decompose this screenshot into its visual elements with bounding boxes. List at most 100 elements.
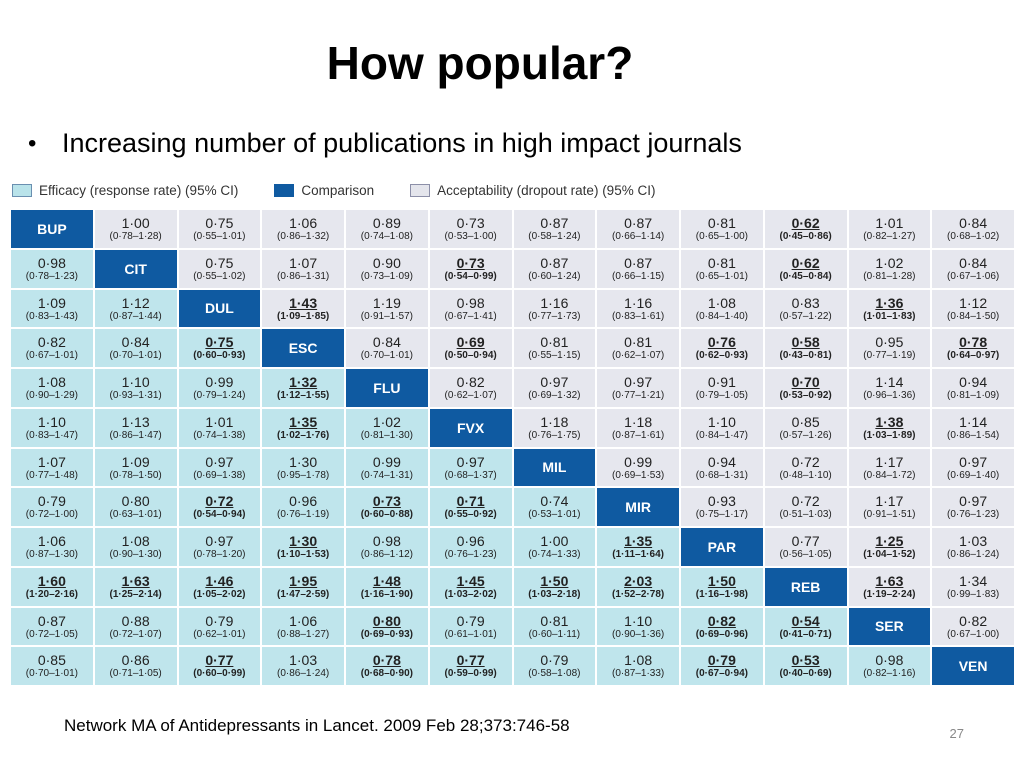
acceptability-cell: 0·81 (0·55–1·15)	[513, 329, 596, 367]
ratio-value: 1·48	[372, 572, 401, 589]
efficacy-cell: 1·08 (0·90–1·30)	[94, 528, 177, 566]
confidence-interval: (0·58–1·08)	[528, 668, 581, 680]
efficacy-cell: 0·86 (0·71–1·05)	[94, 647, 177, 685]
ratio-value: 1·30	[289, 533, 318, 550]
efficacy-cell: 0·79 (0·58–1·08)	[513, 647, 596, 685]
confidence-interval: (1·52–2·78)	[611, 588, 665, 600]
ratio-value: 1·06	[289, 612, 318, 629]
efficacy-cell: 1·10 (0·90–1·36)	[597, 607, 679, 646]
ratio-value: 0·72	[791, 493, 820, 510]
ratio-value: 0·85	[791, 413, 820, 430]
confidence-interval: (0·79–1·24)	[193, 390, 246, 402]
confidence-interval: (0·84–1·40)	[695, 310, 748, 322]
confidence-interval: (0·43–0·81)	[779, 350, 832, 362]
confidence-interval: (0·45–0·86)	[779, 231, 832, 243]
acceptability-cell: 0·73 (0·53–1·00)	[429, 210, 512, 248]
confidence-interval: (0·53–1·01)	[528, 509, 581, 521]
ratio-value: 0·88	[121, 612, 150, 629]
ratio-value: 1·09	[121, 453, 150, 470]
confidence-interval: (1·12–1·55)	[276, 390, 330, 402]
ratio-value: 0·97	[624, 374, 653, 391]
confidence-interval: (1·16–1·90)	[360, 588, 413, 600]
ratio-value: 1·18	[624, 413, 653, 430]
confidence-interval: (1·03–2·02)	[444, 588, 497, 600]
confidence-interval: (0·68–0·90)	[360, 668, 413, 680]
ratio-value: 0·75	[205, 254, 234, 271]
confidence-interval: (0·78–1·23)	[25, 270, 78, 282]
acceptability-cell: 1·08 (0·84–1·40)	[681, 289, 763, 328]
ratio-value: 1·63	[121, 572, 150, 589]
ratio-value: 1·01	[205, 413, 234, 430]
ratio-value: 0·98	[37, 254, 66, 271]
efficacy-cell: 1·45 (1·03–2·02)	[429, 567, 512, 606]
confidence-interval: (0·90–1·30)	[109, 549, 162, 561]
acceptability-cell: 0·81 (0·65–1·01)	[681, 249, 763, 288]
confidence-interval: (0·67–1·06)	[946, 270, 1000, 282]
confidence-interval: (0·62–1·01)	[193, 628, 246, 640]
acceptability-cell: 1·01 (0·82–1·27)	[848, 210, 931, 248]
ratio-value: 0·84	[959, 215, 988, 232]
confidence-interval: (0·77–1·21)	[611, 390, 665, 402]
confidence-interval: (0·55–1·15)	[528, 350, 581, 362]
ratio-value: 1·08	[121, 533, 150, 550]
acceptability-cell: 0·70 (0·53–0·92)	[764, 369, 847, 407]
confidence-interval: (0·87–1·61)	[611, 429, 665, 441]
efficacy-cell: 0·79 (0·72–1·00)	[11, 488, 93, 526]
confidence-interval: (0·90–1·36)	[611, 628, 665, 640]
confidence-interval: (0·72–1·05)	[25, 628, 78, 640]
ratio-value: 0·80	[372, 612, 401, 629]
confidence-interval: (0·71–1·05)	[109, 668, 162, 680]
ratio-value: 0·53	[791, 652, 820, 669]
confidence-interval: (1·25–2·14)	[109, 588, 162, 600]
confidence-interval: (0·67–1·00)	[946, 628, 1000, 640]
acceptability-cell: 1·16 (0·83–1·61)	[597, 289, 679, 328]
ratio-value: 1·46	[205, 572, 234, 589]
ratio-value: 1·60	[37, 572, 66, 589]
confidence-interval: (0·64–0·97)	[946, 350, 1000, 362]
confidence-interval: (0·83–1·43)	[25, 310, 78, 322]
efficacy-cell: 2·03 (1·52–2·78)	[597, 567, 679, 606]
confidence-interval: (0·87–1·33)	[611, 668, 665, 680]
acceptability-cell: 1·16 (0·77–1·73)	[513, 289, 596, 328]
confidence-interval: (0·75–1·17)	[695, 509, 748, 521]
ratio-value: 1·50	[540, 572, 569, 589]
confidence-interval: (0·70–1·01)	[25, 668, 78, 680]
confidence-interval: (0·83–1·61)	[611, 310, 665, 322]
confidence-interval: (0·82–1·16)	[863, 668, 916, 680]
ratio-value: 1·02	[372, 413, 401, 430]
drug-label-cell: FVX	[429, 408, 512, 447]
ratio-value: 1·34	[959, 572, 988, 589]
ratio-value: 0·94	[707, 453, 736, 470]
drug-label-cell: ESC	[262, 329, 344, 367]
ratio-value: 1·08	[624, 652, 653, 669]
ratio-value: 0·70	[791, 374, 820, 391]
efficacy-cell: 0·97 (0·78–1·20)	[178, 528, 261, 566]
efficacy-cell: 1·03 (0·86–1·24)	[262, 647, 344, 685]
efficacy-cell: 0·80 (0·69–0·93)	[346, 607, 428, 646]
ratio-value: 1·30	[289, 453, 318, 470]
acceptability-cell: 0·99 (0·69–1·53)	[597, 448, 679, 487]
confidence-interval: (0·74–1·38)	[193, 429, 246, 441]
confidence-interval: (0·69–0·93)	[360, 628, 413, 640]
ratio-value: 0·79	[205, 612, 234, 629]
acceptability-cell: 1·25 (1·04–1·52)	[848, 528, 931, 566]
efficacy-cell: 0·97 (0·69–1·38)	[178, 448, 261, 487]
ratio-value: 0·81	[540, 334, 569, 351]
acceptability-cell: 0·84 (0·70–1·01)	[346, 329, 428, 367]
acceptability-cell: 0·84 (0·67–1·06)	[932, 249, 1014, 288]
efficacy-swatch-icon	[12, 184, 32, 197]
ratio-value: 0·71	[456, 493, 485, 510]
ratio-value: 1·12	[959, 294, 988, 311]
efficacy-cell: 1·50 (1·16–1·98)	[681, 567, 763, 606]
acceptability-cell: 1·12 (0·84–1·50)	[932, 289, 1014, 328]
confidence-interval: (0·79–1·05)	[695, 390, 748, 402]
confidence-interval: (0·87–1·44)	[109, 310, 162, 322]
ratio-value: 1·17	[875, 453, 904, 470]
confidence-interval: (0·76–1·19)	[276, 509, 330, 521]
ratio-value: 1·16	[624, 294, 653, 311]
ratio-value: 1·45	[456, 572, 485, 589]
acceptability-cell: 0·81 (0·65–1·00)	[681, 210, 763, 248]
comparison-swatch-icon	[274, 184, 295, 197]
citation: Network MA of Antidepressants in Lancet.…	[64, 716, 570, 735]
confidence-interval: (0·74–1·33)	[528, 549, 581, 561]
